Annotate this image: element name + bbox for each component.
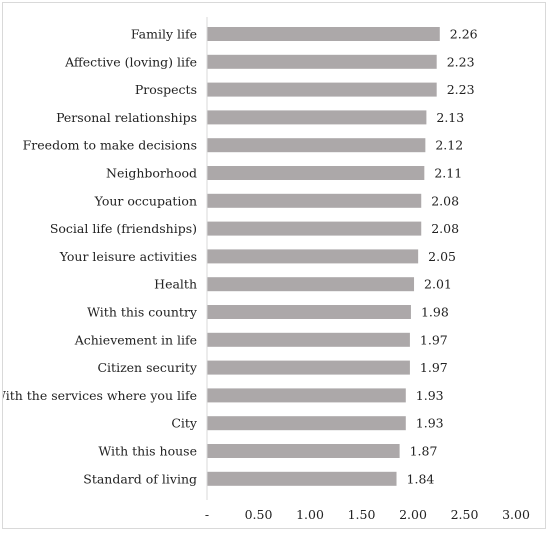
value-label: 1.97 [420, 360, 448, 375]
category-label: Your leisure activities [59, 249, 197, 264]
category-label: Personal relationships [56, 110, 197, 125]
value-label: 2.23 [447, 54, 475, 69]
value-label: 2.05 [428, 249, 456, 264]
category-label: Health [154, 277, 197, 292]
value-label: 2.23 [447, 82, 475, 97]
bar [207, 27, 440, 41]
value-label: 2.26 [450, 27, 478, 42]
value-label: 1.93 [416, 388, 444, 403]
category-label: Neighborhood [106, 166, 197, 181]
category-label: Prospects [135, 82, 197, 97]
bar [207, 388, 406, 403]
category-label: With this country [87, 305, 198, 320]
category-label: With this house [98, 444, 197, 459]
value-label: 1.87 [410, 444, 438, 459]
bar [207, 138, 426, 153]
value-label: 2.11 [434, 166, 462, 181]
bar [207, 277, 415, 292]
x-tick-labels-group: - 0.50 1.00 1.50 2.00 2.50 3.00 [205, 507, 530, 522]
chart-frame: 2.26 2.23 2.23 2.13 2.12 2.11 2.08 2.08 2.05 2.01… [0, 2, 546, 529]
category-label: City [171, 416, 198, 431]
value-label: 2.01 [424, 277, 452, 292]
bar [207, 471, 397, 486]
category-label: With the services where you life [3, 388, 197, 403]
value-label: 2.08 [431, 221, 459, 236]
value-label: 1.93 [416, 416, 444, 431]
value-label: 1.97 [420, 332, 448, 347]
category-labels-group: Family life Affective (loving) life Prospe… [0, 27, 198, 487]
category-label: Standard of living [83, 471, 197, 486]
x-tick-label: 2.50 [451, 507, 479, 522]
category-label: Achievement in life [74, 332, 197, 347]
bar [207, 193, 422, 208]
value-label: 2.08 [431, 193, 459, 208]
category-label: Family life [131, 27, 197, 42]
x-tick-label: 1.50 [348, 507, 376, 522]
bars-group [207, 27, 440, 486]
bar [207, 54, 437, 69]
bar-chart: 2.26 2.23 2.23 2.13 2.12 2.11 2.08 2.08 2.05 2.01… [0, 17, 530, 522]
bar [207, 166, 425, 180]
value-label: 1.84 [407, 471, 435, 486]
x-tick-label: 2.00 [399, 507, 427, 522]
x-tick-label: - [205, 507, 209, 522]
bar [207, 360, 410, 375]
x-tick-label: 1.00 [296, 507, 324, 522]
bar [207, 416, 406, 431]
category-label: Freedom to make decisions [23, 138, 197, 153]
bar [207, 110, 427, 125]
bar [207, 82, 437, 97]
value-label: 2.12 [435, 138, 463, 153]
category-label: Citizen security [97, 360, 197, 375]
bar [207, 221, 422, 236]
category-label: Social life (friendships) [50, 221, 197, 236]
category-label: Your occupation [94, 193, 197, 208]
x-tick-label: 0.50 [245, 507, 273, 522]
value-label: 2.13 [436, 110, 464, 125]
x-tick-label: 3.00 [502, 507, 530, 522]
category-label: Affective (loving) life [64, 54, 197, 69]
bar [207, 444, 400, 458]
bar [207, 332, 410, 347]
bar [207, 249, 419, 264]
value-labels-group: 2.26 2.23 2.23 2.13 2.12 2.11 2.08 2.08 2.05 2.01… [407, 27, 478, 487]
bar [207, 305, 411, 319]
value-label: 1.98 [421, 305, 449, 320]
